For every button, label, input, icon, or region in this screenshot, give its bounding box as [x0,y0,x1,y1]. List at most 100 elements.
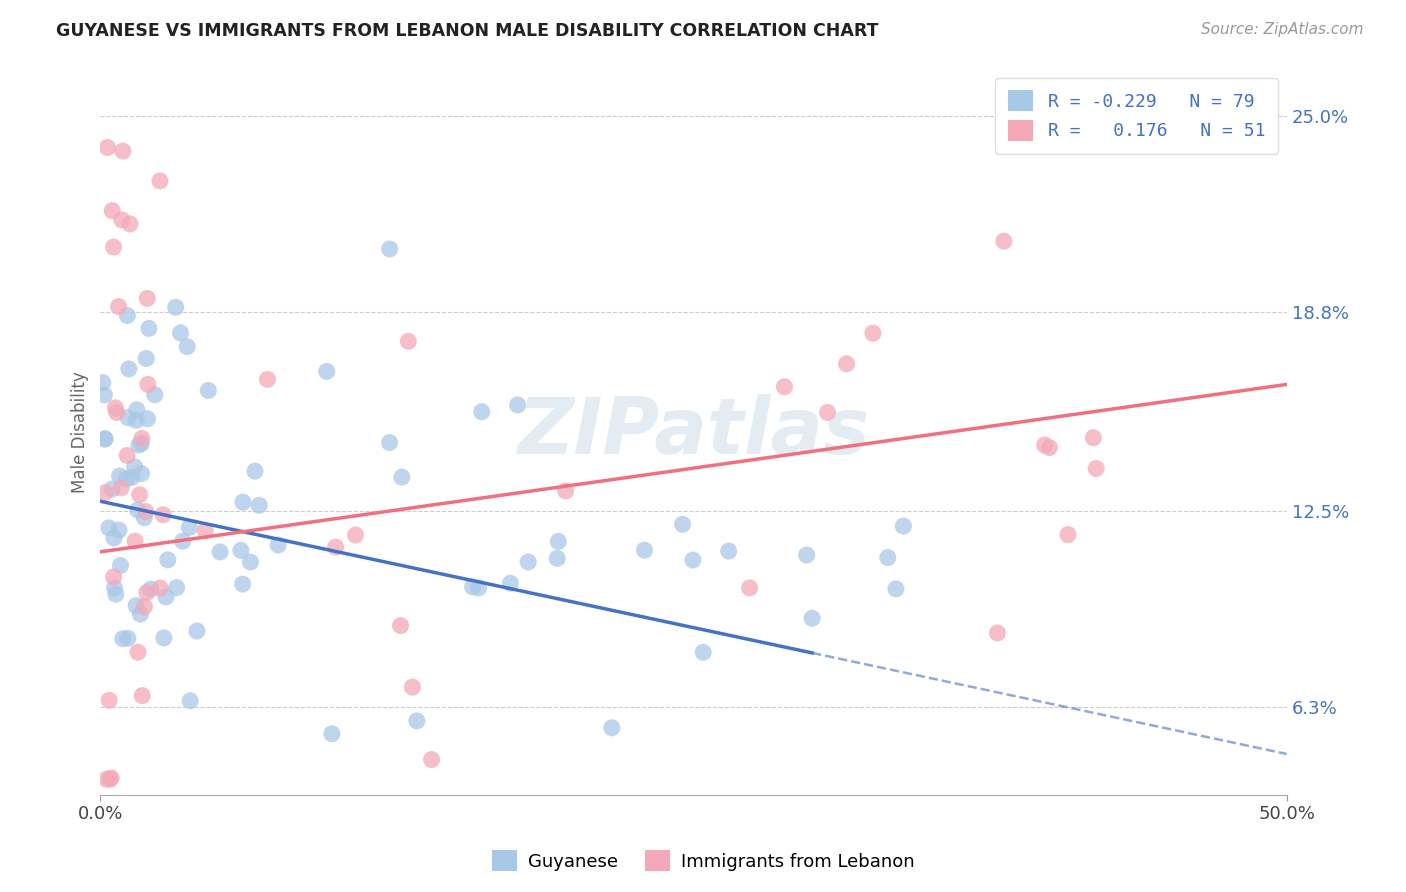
Point [197,384,219,398]
Point [471,405,494,419]
Point [391,470,413,484]
Point [401,680,423,694]
Legend: R = -0.229   N = 79, R =   0.176   N = 51: R = -0.229 N = 79, R = 0.176 N = 51 [995,78,1278,153]
Y-axis label: Male Disability: Male Disability [72,371,89,492]
Point [499,576,522,591]
Point [194,524,217,538]
Point [125,599,148,613]
Point [554,483,576,498]
Point [118,217,141,231]
Point [232,577,254,591]
Point [135,505,157,519]
Point [547,534,569,549]
Point [1083,431,1105,445]
Point [717,544,740,558]
Point [633,543,655,558]
Point [344,528,367,542]
Point [103,581,125,595]
Point [97,521,120,535]
Point [546,551,568,566]
Point [378,242,401,256]
Point [103,531,125,545]
Point [993,234,1015,248]
Point [396,334,419,349]
Point [94,485,117,500]
Point [129,607,152,621]
Point [1038,441,1060,455]
Point [110,558,132,573]
Point [136,411,159,425]
Point [149,581,172,595]
Point [138,321,160,335]
Point [186,624,208,638]
Point [600,721,623,735]
Point [117,309,139,323]
Point [986,626,1008,640]
Point [1085,461,1108,475]
Point [117,631,139,645]
Text: Source: ZipAtlas.com: Source: ZipAtlas.com [1201,22,1364,37]
Point [110,481,132,495]
Point [135,585,157,599]
Point [108,523,131,537]
Point [176,340,198,354]
Point [267,538,290,552]
Point [124,534,146,549]
Point [671,517,693,532]
Point [96,772,118,787]
Point [209,545,232,559]
Point [517,555,540,569]
Point [134,599,156,614]
Point [104,587,127,601]
Point [136,377,159,392]
Point [835,357,858,371]
Point [315,364,337,378]
Point [127,503,149,517]
Point [104,401,127,415]
Point [121,470,143,484]
Point [738,581,761,595]
Point [389,618,412,632]
Point [1057,527,1080,541]
Point [247,498,270,512]
Point [103,570,125,584]
Point [134,510,156,524]
Point [467,581,489,595]
Legend: Guyanese, Immigrants from Lebanon: Guyanese, Immigrants from Lebanon [484,843,922,879]
Point [1033,438,1056,452]
Point [127,645,149,659]
Point [229,543,252,558]
Point [321,727,343,741]
Point [105,406,128,420]
Point [166,581,188,595]
Point [94,432,117,446]
Point [256,372,278,386]
Text: ZIPatlas: ZIPatlas [517,393,870,470]
Point [111,632,134,646]
Point [893,519,915,533]
Point [101,482,124,496]
Point [884,582,907,596]
Point [111,144,134,158]
Point [139,582,162,596]
Point [156,553,179,567]
Point [128,438,150,452]
Point [153,631,176,645]
Point [152,508,174,522]
Point [100,771,122,785]
Point [91,376,114,390]
Point [96,140,118,154]
Point [796,548,818,562]
Point [420,752,443,766]
Point [115,472,138,486]
Point [98,693,121,707]
Point [692,645,714,659]
Point [817,405,839,419]
Point [111,212,134,227]
Point [243,464,266,478]
Point [124,459,146,474]
Point [128,488,150,502]
Point [131,436,153,450]
Point [172,534,194,549]
Point [117,410,139,425]
